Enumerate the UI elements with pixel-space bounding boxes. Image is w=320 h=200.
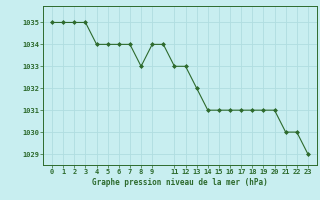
X-axis label: Graphe pression niveau de la mer (hPa): Graphe pression niveau de la mer (hPa) <box>92 178 268 187</box>
